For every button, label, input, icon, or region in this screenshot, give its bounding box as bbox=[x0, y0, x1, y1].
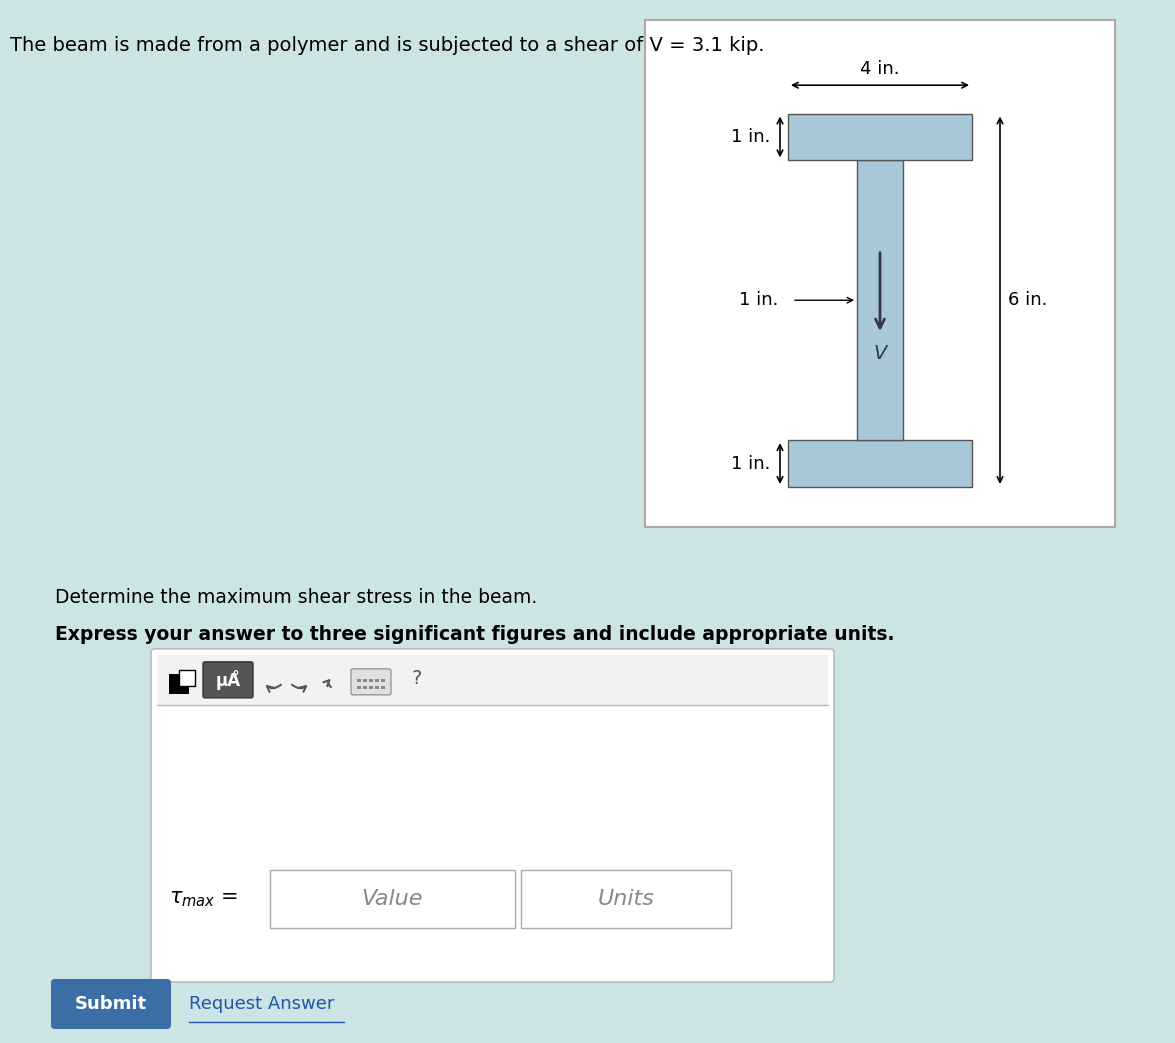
FancyBboxPatch shape bbox=[645, 20, 1115, 528]
Text: 1 in.: 1 in. bbox=[739, 291, 778, 309]
Text: Express your answer to three significant figures and include appropriate units.: Express your answer to three significant… bbox=[55, 625, 894, 644]
Bar bbox=[363, 686, 367, 688]
Bar bbox=[363, 679, 367, 682]
FancyBboxPatch shape bbox=[351, 669, 391, 695]
FancyBboxPatch shape bbox=[152, 649, 834, 981]
Bar bbox=[169, 674, 189, 694]
Bar bbox=[788, 114, 972, 161]
Text: Value: Value bbox=[362, 889, 423, 908]
Text: Determine the maximum shear stress in the beam.: Determine the maximum shear stress in th… bbox=[55, 588, 537, 607]
Text: 1 in.: 1 in. bbox=[731, 455, 770, 472]
Bar bbox=[179, 670, 195, 686]
Bar bbox=[357, 686, 361, 688]
Text: Submit: Submit bbox=[75, 995, 147, 1013]
Bar bbox=[381, 686, 385, 688]
FancyBboxPatch shape bbox=[521, 870, 731, 928]
Text: Units: Units bbox=[598, 889, 654, 908]
Text: ?: ? bbox=[411, 670, 422, 688]
Text: 1 in.: 1 in. bbox=[731, 128, 770, 146]
Text: 4 in.: 4 in. bbox=[860, 60, 900, 78]
Bar bbox=[788, 440, 972, 487]
Bar bbox=[381, 679, 385, 682]
Text: μÅ: μÅ bbox=[215, 670, 241, 689]
Text: 6 in.: 6 in. bbox=[1008, 291, 1047, 309]
FancyBboxPatch shape bbox=[51, 979, 172, 1029]
Bar bbox=[375, 679, 380, 682]
Bar bbox=[157, 655, 828, 705]
Text: V: V bbox=[873, 344, 887, 363]
FancyBboxPatch shape bbox=[270, 870, 515, 928]
Text: Request Answer: Request Answer bbox=[189, 995, 335, 1013]
Bar bbox=[369, 686, 372, 688]
Bar bbox=[857, 161, 904, 440]
Bar bbox=[357, 679, 361, 682]
Bar bbox=[369, 679, 372, 682]
Text: $\tau_{max}$ =: $\tau_{max}$ = bbox=[169, 889, 239, 908]
Bar bbox=[375, 686, 380, 688]
Text: The beam is made from a polymer and is subjected to a shear of V = 3.1 kip.: The beam is made from a polymer and is s… bbox=[11, 35, 765, 54]
FancyBboxPatch shape bbox=[203, 662, 253, 698]
